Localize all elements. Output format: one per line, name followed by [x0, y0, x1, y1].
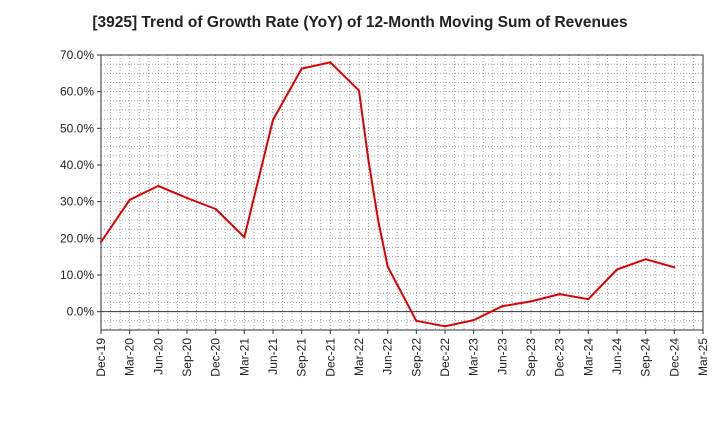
x-tick-label: Sep-22 [409, 338, 423, 377]
data-point [558, 293, 561, 296]
x-tick-label: Sep-20 [180, 338, 194, 377]
x-tick-label: Dec-23 [553, 338, 567, 377]
y-tick-label: 40.0% [60, 158, 94, 172]
data-point [358, 89, 360, 92]
y-tick-label: 20.0% [60, 231, 94, 245]
data-point [386, 265, 389, 268]
x-tick-label: Sep-21 [295, 338, 309, 377]
data-point [128, 198, 131, 201]
x-tick-label: Jun-21 [266, 338, 280, 375]
chart-title: [3925] Trend of Growth Rate (YoY) of 12-… [92, 14, 628, 31]
x-tick-label: Sep-24 [639, 338, 653, 377]
data-point [530, 300, 532, 303]
x-tick-label: Dec-24 [667, 338, 681, 377]
x-tick-label: Jun-23 [495, 338, 509, 375]
data-point [157, 184, 160, 187]
data-point [415, 319, 418, 322]
y-tick-label: 50.0% [60, 121, 94, 135]
x-tick-label: Dec-22 [438, 338, 452, 377]
x-tick-label: Dec-21 [323, 338, 337, 377]
data-point [367, 160, 370, 163]
x-tick-label: Jun-22 [381, 338, 395, 375]
data-point [644, 258, 647, 261]
data-point [300, 67, 303, 70]
data-point [100, 241, 102, 243]
x-tick-label: Jun-24 [610, 338, 624, 375]
data-point [472, 319, 475, 322]
y-tick-label: 60.0% [60, 85, 94, 99]
data-point [272, 118, 274, 121]
x-tick-label: Mar-24 [581, 338, 595, 376]
x-tick-label: Sep-23 [524, 338, 538, 377]
data-point [329, 61, 332, 64]
y-tick-label: 70.0% [60, 48, 94, 62]
x-tick-label: Mar-21 [237, 338, 251, 376]
x-tick-label: Dec-19 [94, 338, 108, 377]
data-point [186, 197, 188, 199]
x-tick-label: Jun-20 [151, 338, 165, 375]
x-tick-label: Mar-20 [123, 338, 137, 376]
y-tick-label: 10.0% [60, 268, 94, 282]
x-tick-label: Mar-25 [696, 338, 710, 376]
data-point [444, 325, 446, 328]
data-point [377, 219, 380, 221]
data-point [673, 266, 676, 269]
data-point [616, 268, 618, 271]
y-tick-label: 0.0% [67, 305, 95, 319]
plot-frame [100, 54, 704, 331]
data-point [587, 298, 590, 301]
x-tick-label: Mar-22 [352, 338, 366, 376]
data-point [501, 305, 504, 308]
x-tick-label: Dec-20 [209, 338, 223, 377]
y-tick-label: 30.0% [60, 195, 94, 209]
data-point [243, 236, 246, 239]
x-tick-label: Mar-23 [467, 338, 481, 376]
data-point [214, 208, 217, 210]
